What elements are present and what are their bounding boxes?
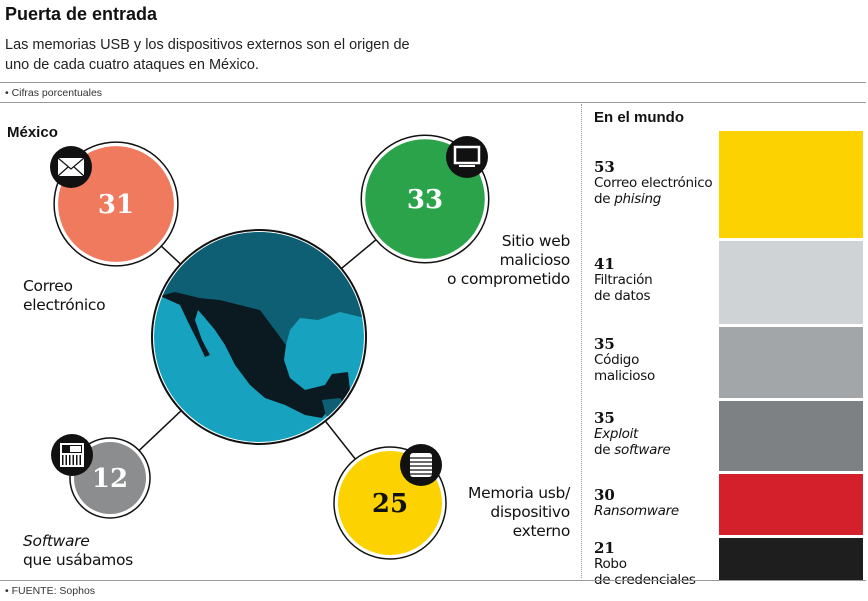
world-bar-label: 30 Ransomware bbox=[594, 487, 716, 519]
world-bar-label: 41 Filtración de datos bbox=[594, 256, 716, 304]
envelope-icon bbox=[50, 146, 92, 188]
globe bbox=[151, 229, 367, 445]
label-prefix: de bbox=[594, 190, 615, 207]
units-note: • Cifras porcentuales bbox=[5, 87, 103, 99]
world-bar bbox=[719, 326, 863, 398]
world-value: 30 bbox=[594, 485, 615, 504]
label-line: Correo bbox=[23, 277, 73, 295]
world-bar-label: 21 Robo de credenciales bbox=[594, 540, 716, 588]
label-line: de datos bbox=[594, 288, 651, 305]
world-bar bbox=[719, 537, 863, 581]
world-value: 35 bbox=[594, 408, 615, 427]
bubble-value: 31 bbox=[98, 190, 134, 220]
column-separator bbox=[581, 104, 582, 578]
page-title: Puerta de entrada bbox=[5, 4, 158, 24]
label-line: Robo bbox=[594, 555, 627, 572]
world-bar bbox=[719, 241, 863, 324]
label-line: Memoria usb/ bbox=[468, 484, 570, 502]
label-usb: Memoria usb/ dispositivo externo bbox=[468, 484, 570, 541]
label-line: Ransomware bbox=[594, 502, 679, 519]
world-value: 35 bbox=[594, 335, 615, 354]
label-italic: phising bbox=[614, 190, 661, 207]
world-bar-label: 53 Correo electrónico de phising bbox=[594, 159, 716, 207]
label-prefix: de bbox=[594, 441, 615, 458]
label-line: malicioso bbox=[594, 368, 655, 385]
world-bar-label: 35 Código malicioso bbox=[594, 336, 716, 384]
label-line: de credenciales bbox=[594, 571, 696, 588]
label-line: dispositivo bbox=[490, 503, 570, 521]
subtitle: Las memorias USB y los dispositivos exte… bbox=[5, 37, 410, 73]
divider bbox=[0, 82, 866, 83]
world-value: 53 bbox=[594, 157, 615, 176]
monitor-icon bbox=[446, 136, 488, 178]
world-bar bbox=[719, 131, 863, 239]
label-line: de software bbox=[594, 442, 716, 458]
world-bar-label: 35 Exploit de software bbox=[594, 410, 716, 458]
bubble: 12 bbox=[51, 434, 151, 519]
label-line: de phising bbox=[594, 191, 716, 207]
source-note: • FUENTE: Sophos bbox=[5, 585, 96, 597]
label-line: Software bbox=[23, 532, 90, 550]
usb-storage-icon bbox=[400, 444, 442, 486]
divider bbox=[0, 580, 866, 581]
world-value: 21 bbox=[594, 538, 615, 557]
label-line: o comprometido bbox=[446, 270, 570, 288]
label-line: externo bbox=[512, 522, 571, 540]
label-web: Sitio web malicioso o comprometido bbox=[447, 232, 570, 289]
label-software: Software que usábamos bbox=[23, 532, 133, 570]
label-italic: software bbox=[614, 441, 671, 458]
bubble-value: 12 bbox=[92, 464, 128, 494]
bubble-value: 33 bbox=[407, 185, 443, 215]
label-email: Correo electrónico bbox=[23, 277, 106, 315]
world-bar bbox=[719, 474, 863, 535]
world-bar bbox=[719, 400, 863, 472]
divider bbox=[0, 102, 866, 103]
label-line: Correo electrónico bbox=[594, 174, 713, 191]
label-line: Exploit bbox=[594, 425, 639, 442]
label-line: Filtración bbox=[594, 272, 653, 289]
world-value: 41 bbox=[594, 255, 615, 274]
bubble: 31 bbox=[50, 141, 179, 267]
label-line: Código bbox=[594, 352, 640, 369]
mexico-bubble-chart: 31 33 12 25 bbox=[50, 134, 490, 560]
label-line: Sitio web bbox=[501, 232, 571, 250]
world-heading: En el mundo bbox=[594, 109, 684, 126]
mexico-map bbox=[160, 292, 350, 418]
bubble: 25 bbox=[333, 444, 447, 560]
software-icon bbox=[51, 434, 93, 476]
label-line: malicioso bbox=[499, 251, 571, 269]
label-line: que usábamos bbox=[23, 551, 133, 569]
bubble-value: 25 bbox=[372, 489, 408, 519]
label-line: electrónico bbox=[23, 296, 106, 314]
mexico-heading: México bbox=[7, 124, 58, 141]
bubble: 33 bbox=[360, 134, 490, 264]
